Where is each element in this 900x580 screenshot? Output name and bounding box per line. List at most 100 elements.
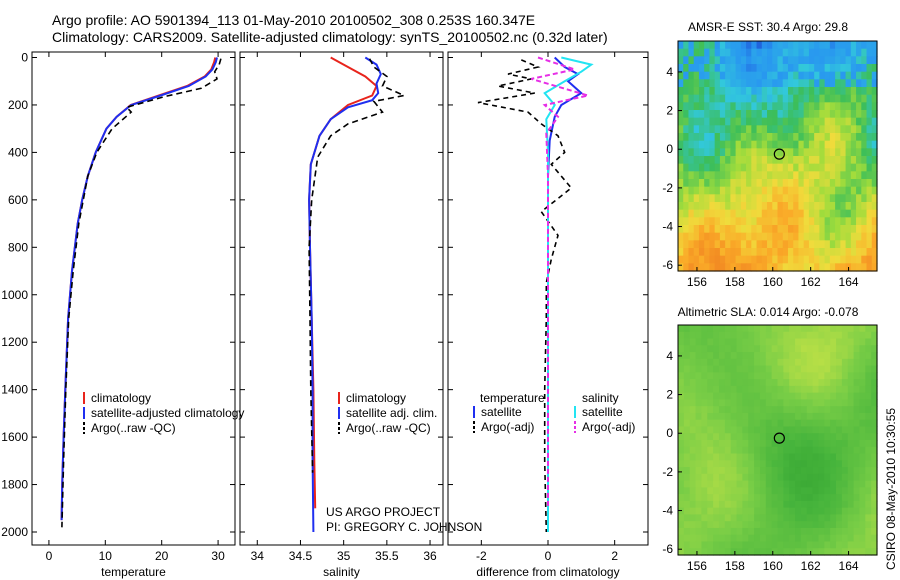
map-cell (800, 345, 808, 353)
map-cell (701, 527, 708, 536)
map-cell (847, 521, 855, 529)
map-cell (678, 385, 685, 394)
map-cell (793, 248, 800, 257)
map-cell (782, 117, 789, 126)
map-cell (871, 148, 878, 157)
map-cell (783, 514, 790, 522)
map-cell (761, 148, 768, 157)
map-cell (856, 232, 862, 241)
map-cell (718, 426, 726, 434)
map-cell (859, 548, 866, 556)
map-cell (693, 71, 700, 80)
map-cell (829, 156, 836, 165)
map-cell (829, 186, 836, 195)
y-tick-label: -6 (662, 542, 673, 556)
map-cell (695, 358, 703, 367)
map-cell (812, 433, 820, 441)
map-cell (824, 412, 831, 421)
map-cell (795, 521, 802, 529)
map-cell (689, 385, 697, 394)
map-cell (736, 521, 743, 529)
map-cell (736, 440, 743, 448)
map-cell (742, 365, 749, 373)
map-cell (806, 534, 814, 543)
map-cell (856, 64, 862, 73)
map-cell (725, 110, 731, 119)
map-cell (742, 419, 749, 428)
map-cell (683, 494, 691, 502)
map-cell (714, 133, 721, 142)
map-cell (789, 433, 796, 441)
map-cell (688, 263, 695, 272)
map-cell (861, 209, 868, 218)
map-cell (806, 372, 814, 380)
map-cell (782, 125, 789, 134)
map-cell (754, 338, 761, 346)
map-cell (836, 385, 843, 394)
map-cell (859, 446, 866, 455)
map-cell (740, 133, 747, 142)
map-cell (683, 248, 690, 257)
map-cell (742, 473, 749, 482)
map-cell (865, 325, 872, 333)
map-cell (736, 487, 743, 495)
map-cell (782, 263, 789, 272)
map-cell (830, 453, 837, 461)
map-cell (689, 325, 697, 333)
map-cell (765, 440, 773, 448)
map-cell (871, 163, 878, 172)
map-cell (866, 117, 873, 126)
map-cell (777, 331, 784, 340)
map-cell (689, 412, 697, 421)
map-cell (689, 379, 697, 387)
map-cell (824, 87, 831, 96)
map-cell (742, 345, 749, 353)
map-cell (683, 534, 691, 543)
map-cell (789, 487, 796, 495)
legend-title-temperature: temperature (480, 391, 545, 405)
map-cell (789, 399, 796, 407)
legend-label: Argo(-adj) (481, 420, 534, 434)
map-cell (789, 331, 796, 340)
map-cell (772, 186, 779, 195)
map-cell (841, 379, 849, 387)
map-cell (859, 379, 866, 387)
map-cell (761, 56, 768, 65)
map-cell (730, 255, 737, 264)
map-cell (824, 225, 831, 234)
map-cell (767, 41, 773, 50)
map-cell (771, 365, 779, 373)
map-cell (735, 232, 742, 241)
map-cell (866, 179, 873, 188)
map-cell (688, 156, 695, 165)
map-cell (698, 202, 705, 211)
map-cell (803, 263, 810, 272)
map-cell (748, 433, 755, 441)
map-cell (803, 94, 810, 103)
map-cell (777, 358, 784, 367)
map-cell (850, 117, 857, 126)
map-cell (756, 179, 763, 188)
map-cell (861, 133, 868, 142)
map-cell (771, 392, 779, 401)
map-cell (742, 446, 749, 455)
map-cell (748, 392, 755, 401)
map-cell (701, 345, 708, 353)
map-cell (787, 209, 794, 218)
map-cell (678, 419, 685, 428)
map-cell (742, 440, 749, 448)
map-cell (800, 467, 808, 475)
map-cell (725, 232, 731, 241)
map-cell (724, 352, 732, 360)
map-cell (761, 232, 768, 241)
map-cell (853, 419, 861, 428)
map-cell (783, 385, 790, 394)
map-cell (814, 41, 820, 50)
map-cell (789, 372, 796, 380)
map-cell (748, 548, 755, 556)
map-cell (830, 338, 837, 346)
map-cell (835, 102, 841, 111)
map-cell (814, 94, 820, 103)
map-cell (871, 406, 878, 414)
map-cell (812, 494, 820, 502)
